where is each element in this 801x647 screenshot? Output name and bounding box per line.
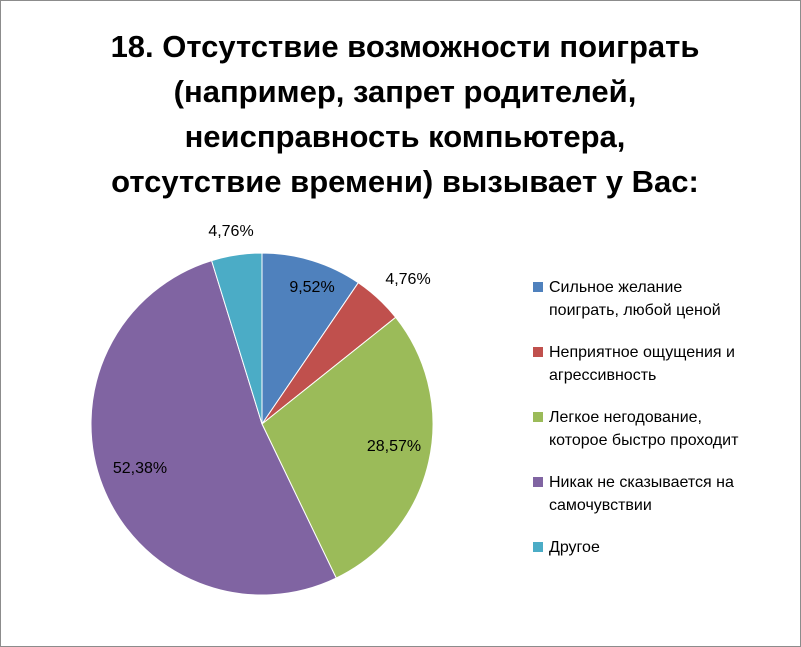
legend-swatch	[533, 347, 543, 357]
data-label-3: 28,57%	[367, 438, 421, 455]
legend-label-line: Другое	[549, 539, 600, 556]
legend-label-line: Неприятное ощущения и	[549, 344, 735, 361]
legend-swatch	[533, 282, 543, 292]
chart-title-line-3: неисправность компьютера,	[184, 119, 626, 154]
legend-label-line: поиграть, любой ценой	[549, 302, 721, 319]
legend-label-line: которое быстро проходит	[549, 432, 739, 449]
pie-slice-5	[210, 252, 263, 425]
chart-title: 18. Отсутствие возможности поиграть (нап…	[40, 24, 770, 204]
legend-swatch	[533, 477, 543, 487]
legend-item-1: Сильное желание поиграть, любой ценой	[533, 276, 793, 322]
data-label-4: 52,38%	[113, 460, 167, 477]
legend-label-line: самочувствии	[549, 497, 652, 514]
data-label-2: 4,76%	[385, 271, 430, 288]
chart-title-line-4: отсутствие времени) вызывает у Вас:	[111, 164, 699, 199]
legend-label-line: Сильное желание	[549, 279, 683, 296]
chart-legend: Сильное желание поиграть, любой ценой Непр…	[533, 276, 793, 578]
legend-item-3: Легкое негодование, которое быстро проход…	[533, 406, 793, 452]
legend-item-4: Никак не сказывается на самочувствии	[533, 471, 793, 517]
legend-label-line: агрессивность	[549, 367, 657, 384]
legend-swatch	[533, 542, 543, 552]
data-label-1: 9,52%	[289, 279, 334, 296]
pie-slice-1	[261, 252, 359, 426]
data-label-5: 4,76%	[208, 223, 253, 240]
pie-slice-4	[90, 259, 337, 596]
legend-label-line: Легкое негодование,	[549, 409, 702, 426]
legend-label-line: Никак не сказывается на	[549, 474, 734, 491]
legend-swatch	[533, 412, 543, 422]
legend-item-2: Неприятное ощущения и агрессивность	[533, 341, 793, 387]
pie-slice-3	[261, 316, 434, 579]
legend-item-5: Другое	[533, 536, 793, 559]
chart-title-line-1: 18. Отсутствие возможности поиграть	[110, 29, 700, 64]
chart-title-line-2: (например, запрет родителей,	[173, 74, 637, 109]
